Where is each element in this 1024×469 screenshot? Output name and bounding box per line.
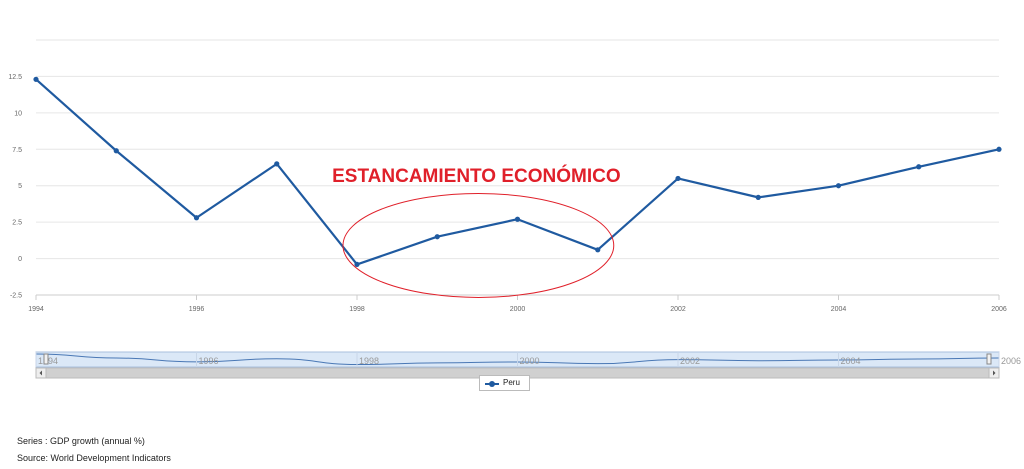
data-point (434, 234, 440, 240)
x-tick-label: 1994 (28, 306, 44, 313)
y-tick-label: -2.5 (10, 293, 22, 300)
navigator-tick-label: 2006 (1001, 356, 1021, 366)
x-tick-label: 2000 (510, 306, 526, 313)
source-caption: Source: World Development Indicators (17, 453, 171, 463)
data-point (354, 261, 360, 267)
annotation-ellipse (342, 192, 615, 298)
x-tick-label: 1996 (189, 306, 205, 313)
y-axis: 12.5 10 7.5 5 2.5 0 -2.5 (8, 74, 22, 300)
data-point (274, 161, 280, 167)
x-tick-label: 1998 (349, 306, 365, 313)
gridlines (36, 39, 999, 296)
x-tick-label: 2004 (831, 306, 847, 313)
data-point (996, 146, 1002, 152)
navigator-left-handle[interactable] (43, 353, 49, 365)
data-point (33, 76, 39, 82)
navigator-tick-label: 2000 (520, 356, 540, 366)
navigator-tick-label: 2002 (680, 356, 700, 366)
y-tick-label: 0 (18, 256, 22, 263)
legend-marker (489, 381, 495, 387)
y-tick-label: 2.5 (12, 220, 22, 227)
series-peru (33, 76, 1002, 267)
data-point (514, 216, 521, 222)
x-tick-label: 2002 (670, 306, 686, 313)
data-point (755, 194, 761, 200)
arrow-left-icon (39, 370, 42, 376)
y-tick-label: 10 (14, 110, 22, 117)
navigator-right-handle[interactable] (986, 353, 992, 365)
annotation-group: ESTANCAMIENTO ECONÓMICO (332, 165, 621, 298)
data-point (916, 164, 922, 170)
arrow-right-icon (993, 370, 996, 376)
legend-label: Peru (503, 378, 520, 387)
navigator-tick-label: 1998 (359, 356, 379, 366)
data-point (595, 247, 601, 253)
navigator-tick-label: 1996 (199, 356, 219, 366)
data-point (835, 183, 842, 189)
legend[interactable]: Peru (479, 375, 530, 391)
data-point (675, 175, 681, 182)
y-tick-label: 12.5 (8, 74, 22, 81)
series-caption: Series : GDP growth (annual %) (17, 436, 145, 446)
annotation-text: ESTANCAMIENTO ECONÓMICO (332, 165, 621, 187)
y-tick-label: 7.5 (12, 147, 22, 154)
data-point (113, 148, 119, 154)
data-point (193, 215, 200, 221)
x-axis: 1994 1996 1998 2000 2002 2004 2006 (28, 294, 1007, 313)
navigator-tick-label: 2004 (841, 356, 861, 366)
y-tick-label: 5 (18, 183, 22, 190)
x-tick-label: 2006 (991, 306, 1007, 313)
